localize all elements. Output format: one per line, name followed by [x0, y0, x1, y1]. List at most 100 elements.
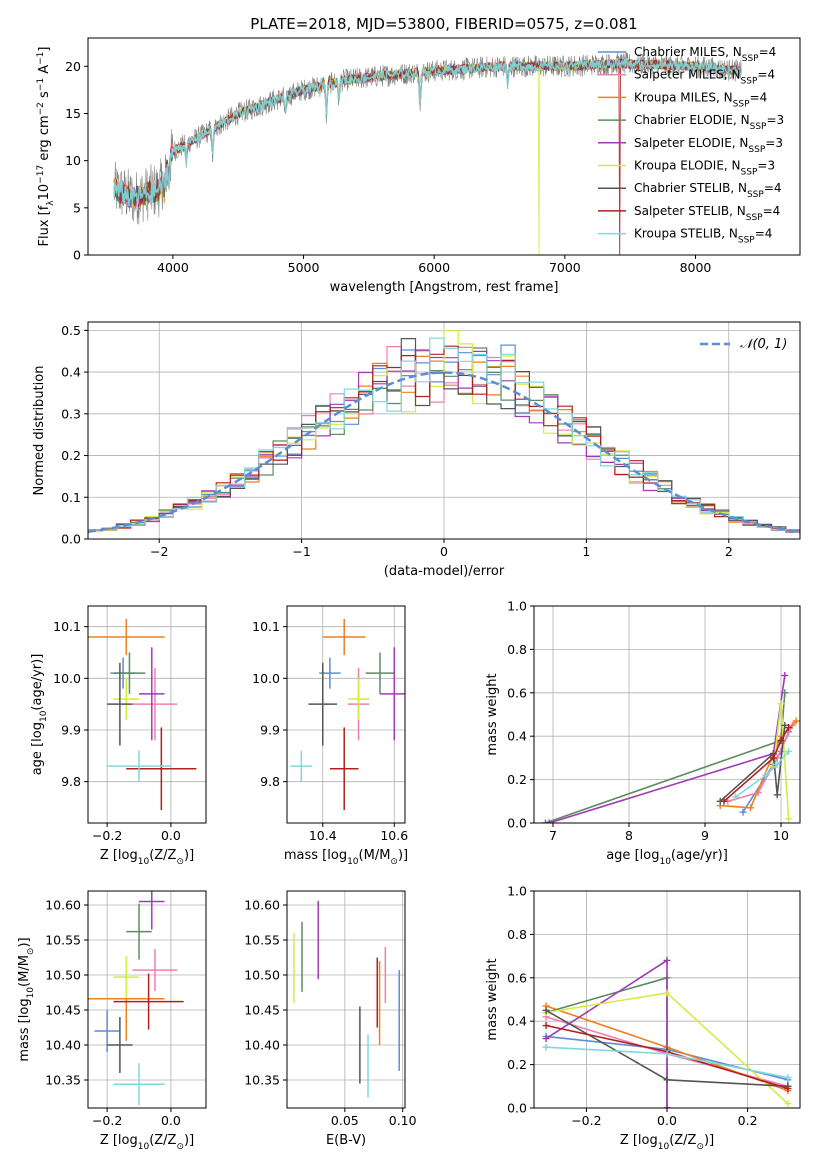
weight-marker: [777, 737, 785, 745]
x-tick-label: 5000: [288, 260, 320, 275]
weight-line-kroupa-stelib: [734, 750, 790, 798]
axes: −2 −1 0 1 2 0.0 0.1 0.2 0.3 0.4 0.5 (data-model)/er…: [32, 321, 801, 579]
errorbar-salpeter-elodie: [139, 891, 165, 930]
x-axis-label: Z [log10(Z/Z⊙)]: [620, 1133, 714, 1152]
y-tick-label: 10.50: [244, 968, 280, 983]
x-axis-label: Z [log10(Z/Z⊙)]: [100, 848, 194, 867]
histogram-kroupa-elodie: [88, 330, 800, 535]
y-axis-label: Flux [fλ10−17 erg cm−2 s−1 A−1]: [36, 47, 56, 247]
axes: 4000 5000 6000 7000 8000 0 5 10 15 20 wavelength […: [36, 37, 801, 295]
x-tick-label: 8: [625, 828, 633, 843]
weight-marker: [762, 771, 770, 779]
x-tick-label: 0.0: [657, 1113, 677, 1128]
x-tick-label: 2: [725, 544, 733, 559]
panel-age-vs-mass: 10.4 10.6 9.8 9.9 10.0 10.1 mass [log10(M/M⊙)]: [252, 605, 408, 867]
weight-marker: [781, 721, 789, 729]
y-tick-label: 10.0: [252, 671, 280, 686]
y-axis-label: mass weight: [485, 673, 500, 755]
legend-label: Kroupa ELODIE, NSSP=3: [634, 159, 775, 178]
x-tick-label: 7: [549, 828, 557, 843]
y-tick-label: 9.8: [260, 774, 280, 789]
panel-spectrum: 4000 5000 6000 7000 8000 0 5 10 15 20 wavelength […: [36, 37, 801, 295]
plot-area: [88, 618, 197, 811]
weight-marker: [784, 1084, 792, 1092]
weight-marker: [542, 1035, 550, 1043]
y-tick-label: 0.4: [507, 729, 527, 744]
errorbar-salpeter-miles: [132, 668, 178, 741]
plot-area: [290, 618, 405, 811]
axes: 10.4 10.6 9.8 9.9 10.0 10.1 mass [log10(M/M⊙)]: [252, 605, 408, 867]
x-axis-label: Z [log10(Z/Z⊙)]: [100, 1133, 194, 1152]
x-tick-label: 7000: [549, 260, 581, 275]
y-tick-label: 10.45: [45, 1003, 81, 1018]
weight-marker: [785, 724, 793, 732]
weight-marker: [663, 989, 671, 997]
panel-age-vs-Z: −0.2 0.0 9.8 9.9 10.0 10.1 Z [log10(Z/Z⊙)] age …: [30, 605, 207, 867]
y-tick-label: 0.8: [507, 642, 527, 657]
y-tick-label: 1.0: [507, 599, 527, 614]
errorbar-kroupa-stelib: [290, 750, 313, 782]
errorbar-kroupa-miles: [322, 618, 366, 656]
weight-marker: [545, 819, 553, 823]
y-tick-label: 10.1: [252, 619, 280, 634]
weight-marker: [663, 1104, 671, 1108]
errorbar-kroupa-miles: [88, 618, 165, 656]
weight-marker: [773, 760, 781, 768]
x-tick-label: 8000: [680, 260, 712, 275]
y-tick-label: 0.0: [507, 1101, 527, 1116]
x-tick-label: 10.4: [309, 828, 337, 843]
errorbar-kroupa-elodie: [113, 956, 140, 999]
plot-area: [541, 671, 800, 823]
errorbar-salpeter-elodie: [139, 647, 165, 741]
x-tick-label: 0.2: [738, 1113, 758, 1128]
y-tick-label: 0.4: [61, 365, 81, 380]
weight-marker: [769, 754, 777, 762]
weight-marker: [747, 804, 755, 812]
errorbar-chabrier-elodie: [126, 903, 152, 960]
panel-residuals: −2 −1 0 1 2 0.0 0.1 0.2 0.3 0.4 0.5 (data-model)/er…: [32, 321, 801, 579]
x-tick-label: 6000: [418, 260, 450, 275]
errorbar-kroupa-elodie: [113, 678, 140, 720]
y-tick-label: 0.1: [61, 490, 81, 505]
x-axis-label: E(B-V): [326, 1133, 366, 1148]
x-tick-label: 0.0: [161, 1113, 181, 1128]
x-tick-label: 0.0: [161, 828, 181, 843]
x-axis-label: mass [log10(M/M⊙)]: [284, 848, 408, 867]
x-axis-label: (data-model)/error: [384, 564, 505, 579]
legend-label: Chabrier ELODIE, NSSP=3: [634, 113, 784, 132]
axes: 7 8 9 10 0.0 0.2 0.4 0.6 0.8 1.0 age [log10(age/yr…: [485, 599, 801, 867]
axes-frame: [286, 890, 406, 1109]
grid-lines: [287, 606, 405, 823]
errorbar-chabrier-stelib: [107, 662, 133, 746]
weight-marker: [663, 956, 671, 964]
y-tick-label: 0.3: [61, 406, 81, 421]
x-axis-label: wavelength [Angstrom, rest frame]: [330, 280, 559, 295]
errorbar-chabrier-stelib: [308, 662, 338, 746]
axes: −0.2 0.0 0.2 0.0 0.2 0.4 0.6 0.8 1.0 Z [log10(Z/Z…: [485, 884, 801, 1152]
weight-marker: [663, 1076, 671, 1084]
y-tick-label: 15: [65, 106, 81, 121]
y-tick-label: 10.60: [45, 898, 81, 913]
y-tick-label: 10.45: [244, 1003, 280, 1018]
figure-title: PLATE=2018, MJD=53800, FIBERID=0575, z=0…: [250, 15, 637, 33]
errorbar-kroupa-stelib: [107, 750, 171, 782]
x-tick-label: 10: [773, 828, 789, 843]
weight-marker: [542, 1043, 550, 1051]
weight-marker: [731, 793, 739, 801]
weight-marker: [663, 1050, 671, 1058]
y-tick-label: 0.8: [507, 927, 527, 942]
y-tick-label: 10.35: [244, 1073, 280, 1088]
weight-marker: [792, 717, 800, 725]
axes-frame: [87, 890, 207, 1109]
y-tick-label: 9.9: [260, 723, 280, 738]
y-tick-label: 0.6: [507, 970, 527, 985]
legend-label: Chabrier STELIB, NSSP=4: [634, 181, 782, 200]
y-axis-label: Normed distribution: [32, 366, 47, 496]
legend-label: Salpeter STELIB, NSSP=4: [634, 204, 780, 223]
axes-frame: [533, 605, 801, 824]
y-axis-label: age [log10(age/yr)]: [30, 654, 49, 776]
y-tick-label: 9.8: [61, 774, 81, 789]
errorbar-chabrier-elodie: [113, 652, 146, 694]
weight-marker: [542, 1022, 550, 1030]
